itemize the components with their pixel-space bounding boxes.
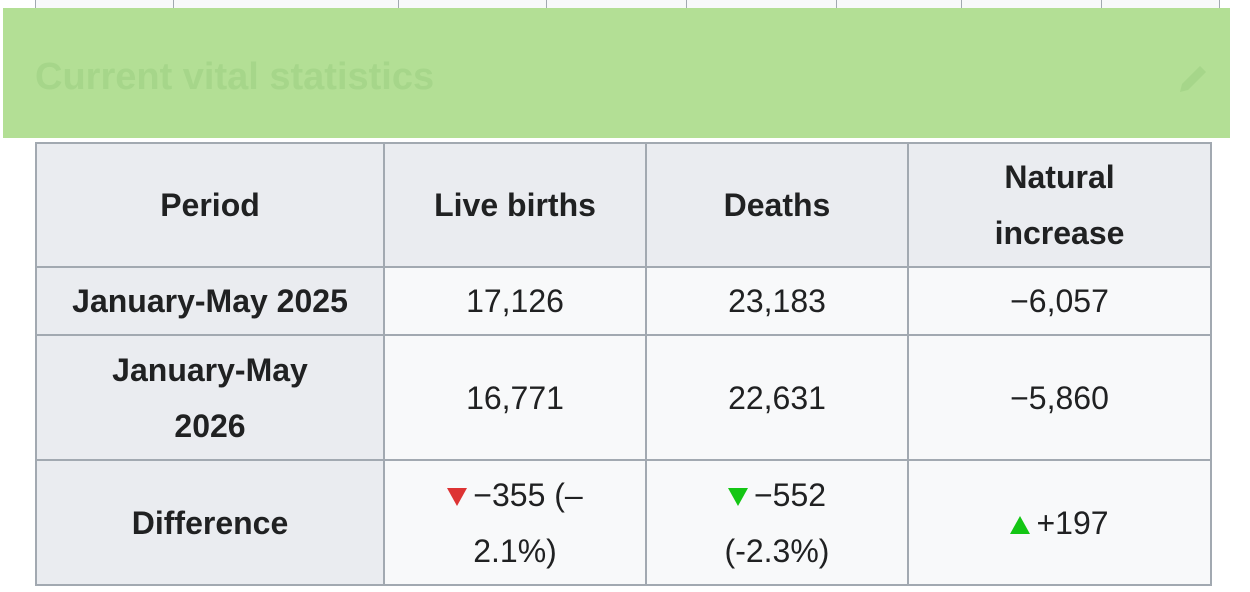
cell-text: −355 (–2.1%): [473, 476, 583, 569]
section-title: Current vital statistics: [35, 56, 435, 98]
header-text: Natural increase: [994, 159, 1125, 251]
cell-content: −355 (–2.1%): [420, 467, 610, 579]
cell: −5,860: [907, 334, 1212, 461]
cell: −6,057: [907, 266, 1212, 336]
data-row: January-May 2025 17,126 23,183 −6,057: [35, 266, 1212, 336]
cell: +197: [907, 459, 1212, 586]
cell: −355 (–2.1%): [383, 459, 647, 586]
row-header: January-May 2026: [35, 334, 385, 461]
vital-statistics-table: Period Live births Deaths Natural increa…: [35, 142, 1212, 586]
cell: 17,126: [383, 266, 647, 336]
column-header: Natural increase: [907, 142, 1212, 268]
decrease-icon: [727, 488, 748, 507]
cell: −552 (-2.3%): [645, 459, 909, 586]
header-row: Period Live births Deaths Natural increa…: [35, 142, 1212, 268]
decrease-icon: [447, 488, 468, 507]
cell-text: +197: [1036, 504, 1109, 541]
column-header: Deaths: [645, 142, 909, 268]
row-header: January-May 2025: [35, 266, 385, 336]
row-header: Difference: [35, 459, 385, 586]
column-header: Period: [35, 142, 385, 268]
cell: 16,771: [383, 334, 647, 461]
data-row: January-May 2026 16,771 22,631 −5,860: [35, 334, 1212, 461]
increase-icon: [1010, 516, 1031, 535]
cell: 23,183: [645, 266, 909, 336]
edit-icon[interactable]: [1174, 58, 1214, 98]
row-header-text: January-May 2026: [112, 351, 308, 444]
section-header: Current vital statistics: [3, 8, 1230, 138]
data-row: Difference −355 (–2.1%) −552 (-2.3%) +19…: [35, 459, 1212, 586]
cell: 22,631: [645, 334, 909, 461]
cell-text: −552 (-2.3%): [724, 476, 830, 569]
column-header: Live births: [383, 142, 647, 268]
cell-content: −552 (-2.3%): [682, 467, 872, 579]
